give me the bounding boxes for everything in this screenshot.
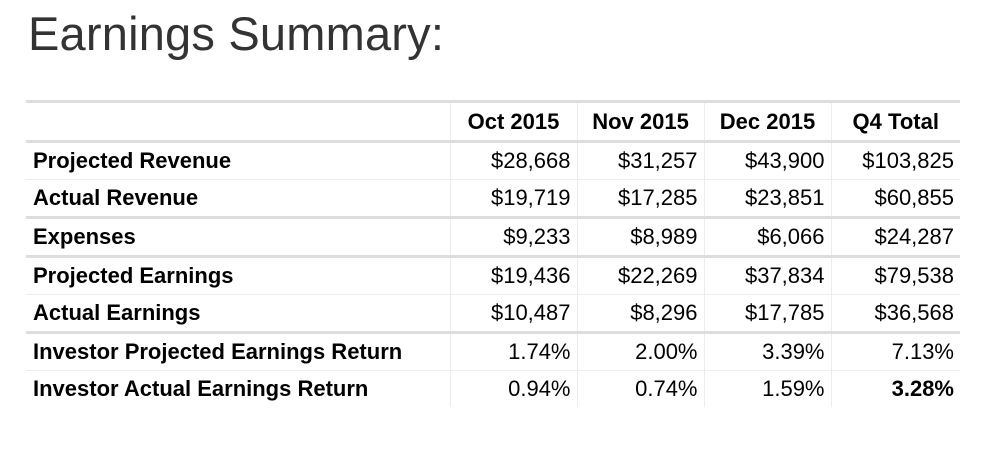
- table-cell: $8,296: [577, 294, 705, 333]
- table-cell: $10,487: [450, 294, 578, 333]
- table-cell: $17,785: [704, 294, 832, 333]
- table-cell: $36,568: [874, 300, 954, 325]
- table-cell: $19,719: [450, 179, 578, 218]
- row-label: Investor Projected Earnings Return: [26, 332, 451, 371]
- table-cell: 7.13%: [891, 339, 954, 364]
- table-cell: $6,066: [704, 217, 832, 257]
- column-header-q4-total: Q4 Total: [852, 108, 939, 134]
- table-cell: $17,285: [577, 179, 705, 218]
- table-cell: $19,436: [450, 256, 578, 295]
- table-cell: $9,233: [450, 217, 578, 257]
- table-row-investor-actual-earnings-return: Investor Actual Earnings Return 0.94% 0.…: [26, 370, 960, 407]
- table-cell: $22,269: [577, 256, 705, 295]
- table-cell: 3.39%: [704, 332, 832, 371]
- table-cell: $28,668: [450, 141, 578, 180]
- table-cell: $24,287: [874, 224, 954, 249]
- table-cell: $23,851: [704, 179, 832, 218]
- table-cell: 2.00%: [577, 332, 705, 371]
- table-cell: $103,825: [862, 148, 954, 173]
- table-header-row: Oct 2015 Nov 2015 Dec 2015 Q4 Total: [26, 101, 960, 142]
- column-header-oct-2015: Oct 2015: [450, 101, 578, 142]
- table-cell: $8,989: [577, 217, 705, 257]
- row-label: Actual Revenue: [26, 179, 451, 218]
- row-label: Investor Actual Earnings Return: [26, 370, 451, 407]
- row-label: Projected Earnings: [26, 256, 451, 295]
- page-title: Earnings Summary:: [28, 7, 445, 60]
- table-row-projected-earnings: Projected Earnings $19,436 $22,269 $37,8…: [26, 256, 960, 295]
- column-header-dec-2015: Dec 2015: [704, 101, 832, 142]
- table-row-actual-revenue: Actual Revenue $19,719 $17,285 $23,851 $…: [26, 179, 960, 218]
- table-cell-highlighted: 3.28%: [891, 376, 954, 401]
- table-cell: $43,900: [704, 141, 832, 180]
- table-cell: 0.74%: [577, 370, 705, 407]
- table-cell: $79,538: [874, 263, 954, 288]
- earnings-table: Oct 2015 Nov 2015 Dec 2015 Q4 Total Proj…: [26, 100, 960, 407]
- table-row-expenses: Expenses $9,233 $8,989 $6,066 $24,287: [26, 217, 960, 257]
- table-row-projected-revenue: Projected Revenue $28,668 $31,257 $43,90…: [26, 141, 960, 180]
- table-cell: $37,834: [704, 256, 832, 295]
- table-row-actual-earnings: Actual Earnings $10,487 $8,296 $17,785 $…: [26, 294, 960, 333]
- table-cell: 1.74%: [450, 332, 578, 371]
- table-row-investor-projected-earnings-return: Investor Projected Earnings Return 1.74%…: [26, 332, 960, 371]
- table-cell: $60,855: [874, 185, 954, 210]
- row-label: Expenses: [26, 217, 451, 257]
- row-label: Actual Earnings: [26, 294, 451, 333]
- table-cell: 1.59%: [704, 370, 832, 407]
- column-header: [26, 101, 451, 142]
- row-label: Projected Revenue: [26, 141, 451, 180]
- table-cell: 0.94%: [450, 370, 578, 407]
- table-cell: $31,257: [577, 141, 705, 180]
- column-header-nov-2015: Nov 2015: [577, 101, 705, 142]
